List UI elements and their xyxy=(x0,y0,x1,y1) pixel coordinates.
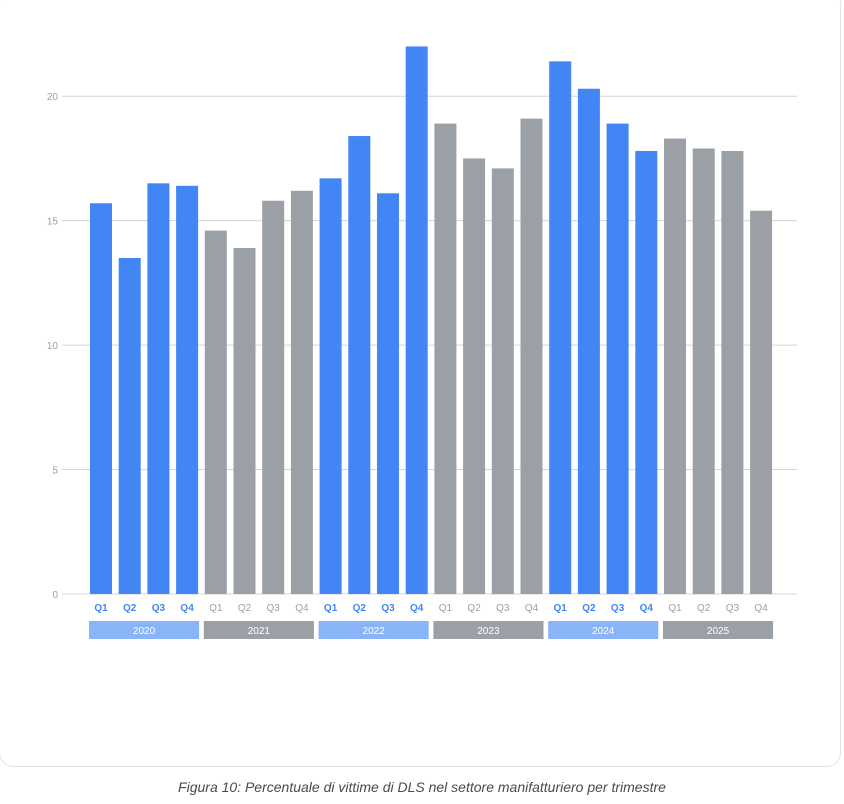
quarter-tick-label: Q3 xyxy=(152,603,166,614)
bar xyxy=(262,200,285,594)
bar xyxy=(90,203,112,594)
quarter-tick-label: Q1 xyxy=(209,603,223,614)
quarter-tick-label: Q1 xyxy=(554,603,568,614)
y-tick-label: 5 xyxy=(52,466,58,477)
bar xyxy=(463,158,486,594)
bar xyxy=(664,138,686,595)
year-band xyxy=(89,621,200,639)
quarter-tick-label: Q2 xyxy=(582,603,596,614)
year-label: 2020 xyxy=(133,626,156,637)
bar xyxy=(377,193,399,595)
bar xyxy=(348,136,371,595)
bar xyxy=(405,46,428,594)
quarter-tick-label: Q1 xyxy=(324,603,338,614)
bar xyxy=(491,168,514,594)
quarter-tick-label: Q3 xyxy=(496,603,510,614)
bar xyxy=(549,61,572,594)
year-label: 2023 xyxy=(477,626,500,637)
figure-caption: Figura 10: Percentuale di vittime di DLS… xyxy=(178,779,666,795)
bar-chart: 0 5 10 15 20 Q1 Q2 Q3 Q4 2020 Q1 Q2 Q3 Q4 2021 Q1 Q2 Q3 Q4… xyxy=(47,46,797,639)
quarter-tick-label: Q1 xyxy=(94,603,108,614)
quarter-tick-label: Q4 xyxy=(180,603,194,614)
quarter-tick-label: Q4 xyxy=(754,603,768,614)
year-label: 2025 xyxy=(707,626,730,637)
quarter-tick-label: Q2 xyxy=(123,603,137,614)
y-tick-label: 10 xyxy=(47,341,59,352)
quarter-tick-label: Q4 xyxy=(525,603,539,614)
bars xyxy=(89,46,774,639)
quarter-tick-label: Q4 xyxy=(410,603,424,614)
quarter-tick-label: Q1 xyxy=(439,603,453,614)
year-label: 2021 xyxy=(248,626,271,637)
bar xyxy=(721,150,744,594)
bar xyxy=(635,150,658,594)
year-band xyxy=(663,621,774,639)
y-tick-label: 20 xyxy=(47,92,59,103)
bar xyxy=(290,190,313,595)
bar xyxy=(233,248,256,595)
quarter-tick-label: Q4 xyxy=(295,603,309,614)
bar xyxy=(204,230,227,594)
quarter-tick-label: Q4 xyxy=(640,603,654,614)
quarter-tick-label: Q2 xyxy=(353,603,367,614)
axis-labels: 0 5 10 15 20 Q1 Q2 Q3 Q4 2020 Q1 Q2 Q3 Q4 2021 Q1 Q2 Q3 Q4… xyxy=(47,92,768,637)
bar xyxy=(692,148,715,594)
quarter-tick-label: Q2 xyxy=(467,603,481,614)
year-band xyxy=(203,621,314,639)
bar xyxy=(434,123,457,594)
bar xyxy=(147,183,170,595)
grid-lines xyxy=(62,95,797,595)
quarter-tick-label: Q1 xyxy=(668,603,682,614)
quarter-tick-label: Q2 xyxy=(238,603,252,614)
year-band xyxy=(548,621,659,639)
year-label: 2022 xyxy=(363,626,386,637)
bar xyxy=(319,178,342,594)
quarter-tick-label: Q2 xyxy=(697,603,711,614)
quarter-tick-label: Q3 xyxy=(611,603,625,614)
bar xyxy=(520,118,543,594)
bar xyxy=(118,258,141,594)
quarter-tick-label: Q3 xyxy=(381,603,395,614)
year-band xyxy=(433,621,544,639)
bar xyxy=(750,210,773,594)
y-tick-label: 0 xyxy=(52,590,58,601)
y-tick-label: 15 xyxy=(47,217,59,228)
year-band xyxy=(318,621,429,639)
year-label: 2024 xyxy=(592,626,615,637)
quarter-tick-label: Q3 xyxy=(726,603,740,614)
bar xyxy=(176,185,199,595)
bar xyxy=(577,88,600,594)
bar xyxy=(606,123,629,594)
quarter-tick-label: Q3 xyxy=(267,603,281,614)
